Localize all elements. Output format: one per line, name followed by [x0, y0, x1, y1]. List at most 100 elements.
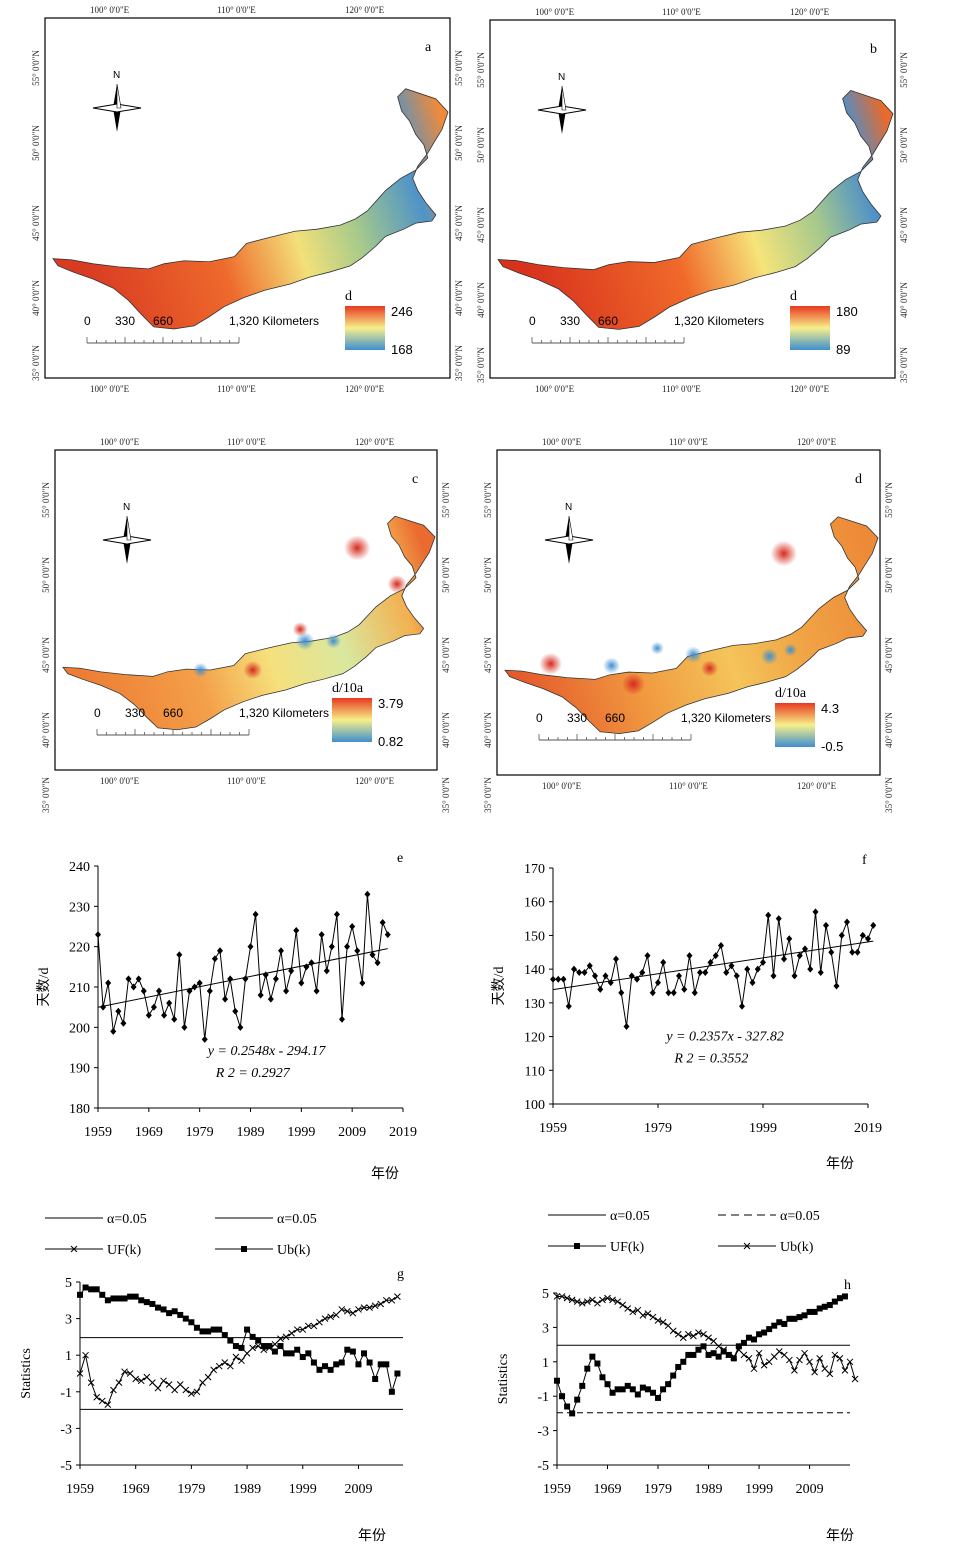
- data-point: [243, 1350, 251, 1357]
- lon-tick-bottom: 120° 0'0"E: [790, 384, 830, 394]
- data-point: [115, 1379, 123, 1387]
- data-point: [323, 967, 330, 975]
- y-tick-label: 110: [525, 1064, 545, 1079]
- lat-tick-right: 40° 0'0"N: [454, 280, 464, 316]
- scale-label: 330: [125, 706, 145, 720]
- data-point: [806, 1308, 813, 1315]
- data-point: [199, 1379, 206, 1387]
- legend-min: 89: [836, 342, 850, 357]
- cross-stroke: [110, 1386, 117, 1394]
- data-point: [349, 1309, 357, 1317]
- data-point: [675, 1363, 682, 1370]
- data-point: [604, 1381, 611, 1388]
- data-point: [624, 1382, 631, 1389]
- scale-label: 0: [94, 706, 101, 720]
- data-point: [303, 963, 310, 971]
- data-point: [676, 972, 682, 980]
- y-tick-label: 240: [69, 860, 90, 875]
- lat-tick-left: 55° 0'0"N: [31, 50, 41, 86]
- data-point: [196, 979, 203, 987]
- cross-stroke: [327, 1313, 334, 1321]
- cross-stroke: [299, 1326, 307, 1333]
- data-point: [754, 965, 761, 973]
- x-axis-label: 年份: [826, 1528, 854, 1544]
- cross-stroke: [382, 1296, 390, 1304]
- cross-stroke: [360, 1304, 368, 1311]
- y-axis-label: Statistics: [496, 1354, 511, 1405]
- y-tick-label: 1: [542, 1356, 549, 1371]
- north-arrow-half: [561, 85, 567, 111]
- data-point: [584, 1365, 591, 1372]
- data-point: [745, 1355, 753, 1362]
- cross-stroke: [137, 1377, 145, 1385]
- legend-color-ramp: [775, 703, 815, 747]
- panel-label: g: [397, 1267, 404, 1282]
- data-point: [811, 1308, 818, 1315]
- data-point: [739, 1002, 745, 1010]
- data-point: [563, 1294, 571, 1302]
- lon-tick-bottom: 100° 0'0"E: [90, 384, 130, 394]
- data-point: [619, 1386, 626, 1393]
- data-point: [745, 1334, 752, 1341]
- y-tick-label: 220: [69, 941, 90, 956]
- lat-tick-right: 40° 0'0"N: [884, 712, 894, 748]
- data-point: [589, 1353, 596, 1360]
- scale-label: 0: [529, 314, 536, 328]
- data-point: [95, 931, 101, 939]
- legend-entry: α=0.05: [780, 1209, 820, 1224]
- legend-min: -0.5: [821, 739, 843, 754]
- legend-entry: Ub(k): [780, 1240, 814, 1255]
- data-point: [327, 1366, 334, 1373]
- cross-stroke: [149, 1379, 156, 1387]
- regression-equation: y = 0.2548x - 294.17: [206, 1044, 327, 1059]
- lat-tick-left: 35° 0'0"N: [483, 777, 493, 813]
- data-point: [121, 1368, 128, 1376]
- charts-layer: 180 190 200 210 220 230 240 1959 1969 1979 1989 199…: [19, 851, 882, 1544]
- cross-stroke: [366, 1304, 373, 1311]
- data-point: [299, 1326, 307, 1333]
- data-point: [730, 1353, 738, 1360]
- data-point: [374, 959, 381, 967]
- data-point: [720, 1346, 728, 1354]
- cross-stroke: [563, 1294, 571, 1302]
- data-point: [328, 943, 335, 951]
- data-point: [182, 1386, 190, 1394]
- cross-stroke: [143, 1373, 151, 1381]
- scale-label: 330: [567, 711, 587, 725]
- data-point: [288, 967, 295, 975]
- cross-stroke: [227, 1362, 234, 1370]
- cross-stroke: [573, 1298, 581, 1305]
- cross-stroke: [249, 1344, 256, 1352]
- data-point: [210, 1366, 218, 1374]
- lat-tick-left: 55° 0'0"N: [476, 52, 486, 88]
- data-point: [639, 969, 646, 977]
- data-point: [796, 1356, 803, 1364]
- cross-stroke: [851, 1375, 859, 1383]
- data-point: [702, 969, 709, 977]
- cross-stroke: [664, 1322, 672, 1330]
- data-point: [121, 1295, 128, 1302]
- cross-stroke: [755, 1349, 763, 1357]
- lon-tick-top: 100° 0'0"E: [100, 437, 140, 447]
- lon-tick-bottom: 100° 0'0"E: [100, 776, 140, 786]
- cross-stroke: [725, 1351, 733, 1359]
- lat-tick-left: 45° 0'0"N: [483, 637, 493, 673]
- hotspot: [292, 622, 308, 637]
- data-point: [705, 1351, 712, 1358]
- data-point: [639, 1312, 647, 1319]
- data-point: [355, 1361, 362, 1368]
- data-point: [609, 1296, 616, 1304]
- cross-stroke: [199, 1379, 206, 1387]
- data-point: [316, 1366, 323, 1373]
- data-point: [204, 1373, 212, 1381]
- cross-stroke: [816, 1355, 824, 1362]
- data-point: [338, 1359, 345, 1366]
- x-tick-label: 1989: [233, 1482, 261, 1497]
- data-point: [115, 1007, 122, 1015]
- panel-label: f: [862, 853, 867, 868]
- data-point: [93, 1393, 101, 1401]
- lat-tick-left: 50° 0'0"N: [31, 125, 41, 161]
- data-point: [138, 1297, 145, 1304]
- lat-tick-left: 45° 0'0"N: [476, 207, 486, 243]
